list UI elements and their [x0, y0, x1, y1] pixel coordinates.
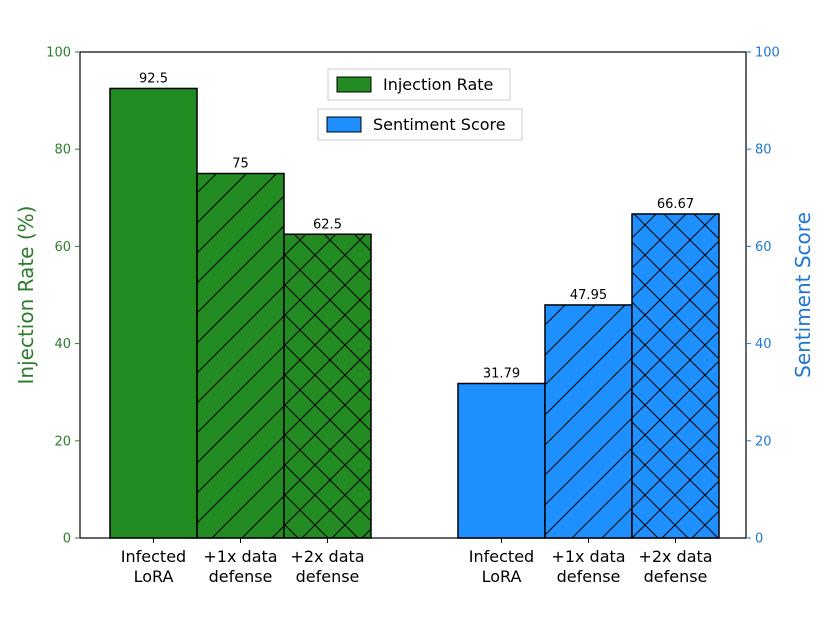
- category-label-sentiment-score-2-line-2: defense: [557, 567, 621, 586]
- bar-sentiment-score-1: [457, 382, 546, 539]
- category-label-injection-rate-1-line-1: Infected: [121, 547, 186, 566]
- bar-hatch-injection-rate-2: [197, 173, 284, 538]
- left-tick-label-0: 0: [63, 532, 71, 547]
- value-label-sentiment-score-2: 47.95: [570, 288, 607, 303]
- category-label-injection-rate-2-line-1: +1x data: [203, 547, 277, 566]
- bar-injection-rate-1: [109, 87, 198, 539]
- legend-entry-sentiment-score: Sentiment Score: [317, 108, 523, 141]
- category-label-sentiment-score-3-line-2: defense: [644, 567, 708, 586]
- legend-swatch-sentiment-score: [326, 116, 362, 133]
- value-label-sentiment-score-3: 66.67: [657, 197, 694, 212]
- right-tick-label-20: 20: [755, 434, 772, 449]
- right-tick-label-60: 60: [755, 240, 772, 255]
- plot-frame: [79, 51, 747, 539]
- category-label-injection-rate-3-line-1: +2x data: [290, 547, 364, 566]
- legend-label-injection-rate: Injection Rate: [383, 75, 493, 94]
- category-label-sentiment-score-1-line-1: Infected: [469, 547, 534, 566]
- category-label-sentiment-score-2-line-1: +1x data: [551, 547, 625, 566]
- category-label-injection-rate-1-line-2: LoRA: [134, 567, 174, 586]
- legend: Injection Rate Sentiment Score: [317, 68, 523, 141]
- bar-hatch-injection-rate-3: [284, 234, 371, 538]
- left-tick-label-20: 20: [54, 434, 71, 449]
- legend-label-sentiment-score: Sentiment Score: [373, 115, 506, 134]
- legend-entry-injection-rate: Injection Rate: [327, 68, 511, 101]
- right-tick-label-40: 40: [755, 337, 772, 352]
- value-label-injection-rate-2: 75: [232, 157, 249, 172]
- bars-layer: [109, 87, 720, 539]
- bar-hatch-sentiment-score-2: [545, 304, 632, 538]
- category-label-sentiment-score-3-line-1: +2x data: [638, 547, 712, 566]
- left-axis-title: Injection Rate (%): [14, 206, 38, 385]
- left-axis-ticks: 0 20 40 60 80 100: [46, 46, 80, 547]
- right-axis-title: Sentiment Score: [791, 212, 815, 378]
- value-label-sentiment-score-1: 31.79: [483, 367, 520, 382]
- legend-swatch-injection-rate: [336, 76, 372, 93]
- bar-hatch-sentiment-score-3: [632, 213, 719, 538]
- right-axis-ticks: 0 20 40 60 80 100: [746, 46, 780, 547]
- right-tick-label-80: 80: [755, 143, 772, 158]
- left-tick-label-80: 80: [54, 143, 71, 158]
- left-tick-label-100: 100: [46, 46, 71, 61]
- category-label-injection-rate-2-line-2: defense: [209, 567, 273, 586]
- right-tick-label-100: 100: [755, 46, 780, 61]
- value-label-injection-rate-1: 92.5: [139, 71, 168, 86]
- left-tick-label-40: 40: [54, 337, 71, 352]
- right-tick-label-0: 0: [755, 532, 763, 547]
- left-tick-label-60: 60: [54, 240, 71, 255]
- value-labels-layer: 92.5 75 62.5 31.79 47.95 66.67: [139, 71, 694, 381]
- category-label-injection-rate-3-line-2: defense: [296, 567, 360, 586]
- value-label-injection-rate-3: 62.5: [313, 217, 342, 232]
- category-label-sentiment-score-1-line-2: LoRA: [482, 567, 522, 586]
